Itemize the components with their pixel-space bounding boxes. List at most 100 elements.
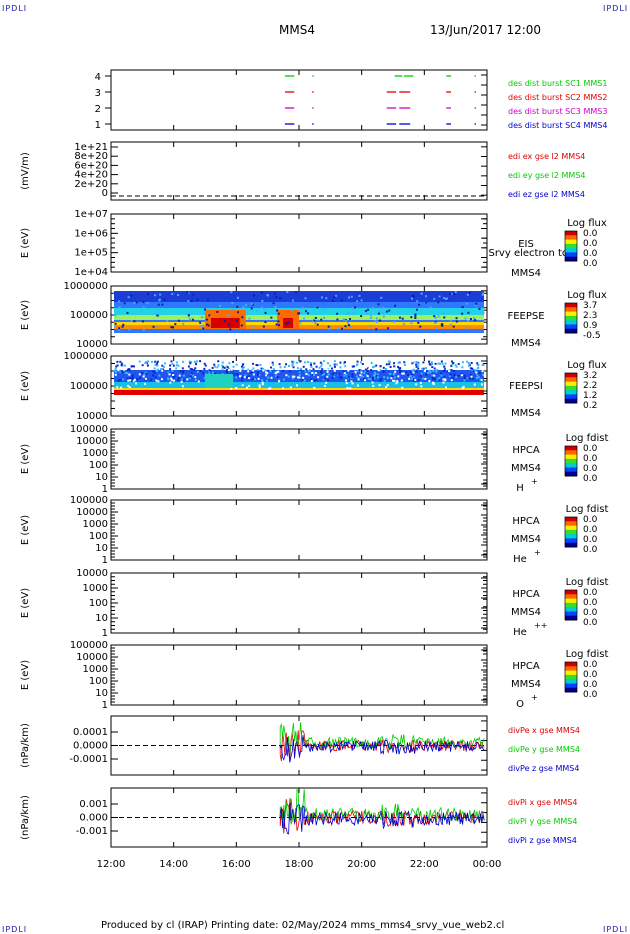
hpca-o-ytick-label: 10 xyxy=(95,688,108,699)
feepsi-speckle xyxy=(115,370,118,373)
feepse-speckle xyxy=(473,317,476,320)
feepsi-speckle xyxy=(177,379,180,382)
feepsi-gap xyxy=(378,384,381,387)
hpca-o-ylabel: E (eV) xyxy=(20,660,31,690)
feepse-speckle xyxy=(274,306,277,309)
feepsi-speckle xyxy=(146,364,149,367)
feepsi-speckle xyxy=(298,371,301,374)
feepse-speckle xyxy=(368,324,371,327)
feepsi-gap xyxy=(458,368,461,371)
edi-ytick-label: 8e+20 xyxy=(74,151,108,162)
feepsi-speckle xyxy=(417,367,420,370)
feepse-speckle xyxy=(142,328,145,331)
feepsi-speckle xyxy=(141,364,144,367)
feepsi-gap xyxy=(366,375,369,378)
feepsi-speckle xyxy=(195,363,198,366)
feepsi-gap xyxy=(395,382,398,385)
feepse-speckle xyxy=(314,317,317,320)
feepsi-speckle xyxy=(438,379,441,382)
feepsi-speckle xyxy=(171,363,174,366)
feepse-speckle xyxy=(371,307,374,310)
feepsi-speckle xyxy=(440,374,443,377)
hpca-o-colorbar-band xyxy=(565,687,577,693)
feepsi-speckle xyxy=(126,369,129,372)
feepse-speckle xyxy=(177,293,180,296)
feepsi-gap xyxy=(265,374,268,377)
feepsi-speckle xyxy=(193,369,196,372)
feepse-speckle xyxy=(275,295,278,298)
feepsi-speckle xyxy=(382,370,385,373)
hpca-o-species-charge: + xyxy=(531,693,538,702)
eis-ylabel: E (eV) xyxy=(20,228,31,258)
feepsi-speckle xyxy=(221,368,224,371)
feepsi-speckle xyxy=(163,365,166,368)
feepsi-speckle xyxy=(360,375,363,378)
feepsi-gap xyxy=(401,386,404,389)
feepsi-speckle xyxy=(241,363,244,366)
feepsi-speckle xyxy=(182,379,185,382)
corner-mark-top-left: IPDLI xyxy=(2,4,28,13)
feepsi-speckle xyxy=(360,374,363,377)
x-axis-tick-label: 12:00 xyxy=(97,859,126,870)
feepse-speckle xyxy=(347,312,350,315)
feepsi-speckle xyxy=(321,368,324,371)
feepsi-speckle xyxy=(385,368,388,371)
edi-ytick-label: 6e+20 xyxy=(74,160,108,171)
feepsi-speckle xyxy=(351,373,354,376)
feepse-speckle xyxy=(196,298,199,301)
feepsi-gap xyxy=(345,382,348,385)
burst-ytick-label: 1 xyxy=(95,120,101,131)
eis-product-label: Srvy electron tof xyxy=(488,248,572,259)
feepsi-speckle xyxy=(454,364,457,367)
feepsi-gap xyxy=(282,387,285,390)
feepse-colorbar-tick: 3.7 xyxy=(583,301,597,311)
feepsi-spectrogram-band xyxy=(114,382,484,390)
feepse-speckle xyxy=(411,294,414,297)
hpca-he2-ytick-label: 10 xyxy=(95,613,108,624)
feepsi-gap xyxy=(123,368,126,371)
feepse-speckle xyxy=(449,323,452,326)
feepsi-speckle xyxy=(193,360,196,363)
feepse-speckle xyxy=(223,319,226,322)
feepse-speckle xyxy=(204,308,207,311)
feepse-speckle xyxy=(122,323,125,326)
feepsi-colorbar-band xyxy=(565,381,577,387)
feepse-speckle xyxy=(401,317,404,320)
eis-ytick-label: 1e+04 xyxy=(74,267,108,278)
feepse-speckle xyxy=(118,327,121,330)
feepsi-speckle xyxy=(322,360,325,363)
feepse-speckle xyxy=(375,317,378,320)
feepsi-speckle xyxy=(411,372,414,375)
feepse-speckle xyxy=(208,314,211,317)
feepsi-gap xyxy=(235,386,238,389)
feepsi-gap xyxy=(138,373,141,376)
feepsi-gap xyxy=(448,370,451,373)
feepsi-gap xyxy=(277,370,280,373)
feepsi-speckle xyxy=(372,376,375,379)
feepsi-speckle xyxy=(422,377,425,380)
feepsi-speckle xyxy=(177,376,180,379)
hpca-he-colorbar-frame xyxy=(564,516,578,548)
feepsi-speckle xyxy=(302,365,305,368)
hpca-h-colorbar-band xyxy=(565,450,577,456)
feepsi-speckle xyxy=(333,365,336,368)
feepsi-speckle xyxy=(410,377,413,380)
feepsi-speckle xyxy=(120,362,123,365)
feepsi-speckle xyxy=(181,378,184,381)
hpca-h-colorbar-band xyxy=(565,467,577,473)
feepse-speckle xyxy=(158,299,161,302)
feepsi-gap xyxy=(172,373,175,376)
feepsi-speckle xyxy=(363,372,366,375)
feepsi-speckle xyxy=(478,371,481,374)
feepsi-gap xyxy=(305,373,308,376)
feepsi-speckle xyxy=(431,366,434,369)
feepse-speckle xyxy=(314,322,317,325)
feepsi-speckle xyxy=(310,378,313,381)
feepsi-speckle xyxy=(202,372,205,375)
feepsi-gap xyxy=(258,385,261,388)
feepsi-speckle xyxy=(472,377,475,380)
hpca-h-colorbar-band xyxy=(565,463,577,468)
feepsi-gap xyxy=(258,384,261,387)
feepse-speckle xyxy=(302,317,305,320)
feepsi-speckle xyxy=(345,373,348,376)
